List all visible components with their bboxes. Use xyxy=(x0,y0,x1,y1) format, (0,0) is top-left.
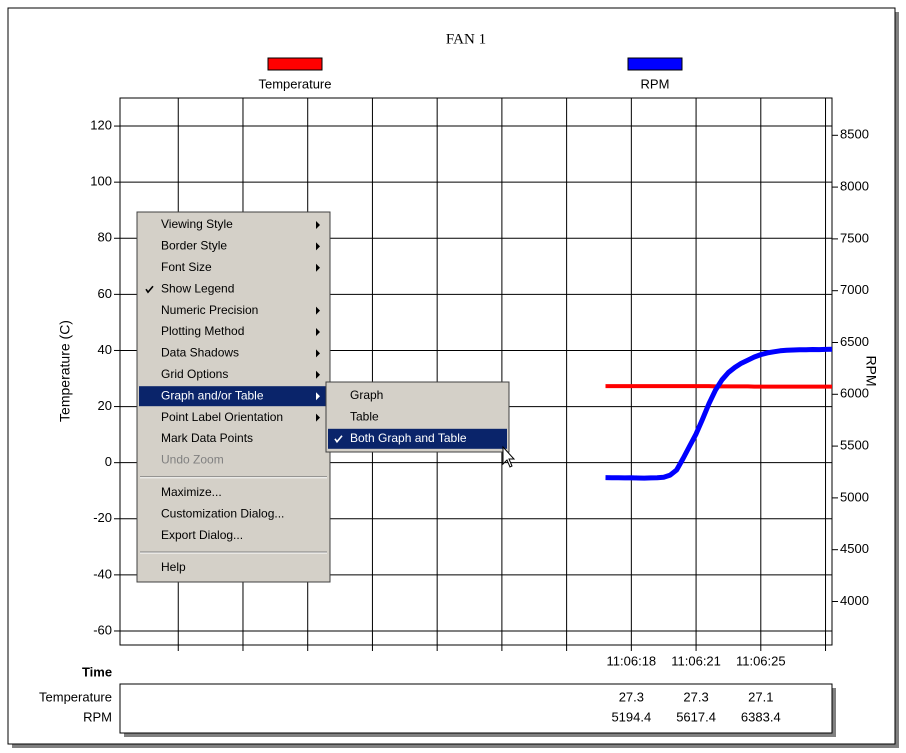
menu-item[interactable]: Numeric Precision xyxy=(161,303,258,317)
menu-item[interactable]: Data Shadows xyxy=(161,346,239,360)
menu-item[interactable]: Help xyxy=(161,560,186,574)
table-cell: 27.3 xyxy=(619,689,644,704)
y2-tick-label: 4500 xyxy=(840,541,869,556)
menu-item: Undo Zoom xyxy=(161,453,224,467)
table-box xyxy=(119,683,833,734)
x-tick-label: 11:06:18 xyxy=(607,653,657,668)
y2-tick-label: 5500 xyxy=(840,438,869,453)
submenu-arrow xyxy=(316,242,320,251)
table-cell: 27.3 xyxy=(683,689,708,704)
legend-label: Temperature xyxy=(259,76,332,91)
x-axis-label: Time xyxy=(82,664,112,679)
menu-item[interactable]: Customization Dialog... xyxy=(161,506,284,520)
y-tick-label: 100 xyxy=(90,174,112,189)
check-mark xyxy=(145,285,154,294)
legend-swatch xyxy=(267,57,323,71)
y2-tick-label: 4000 xyxy=(840,593,869,608)
y-tick-label: 60 xyxy=(98,286,112,301)
y-tick-label: 80 xyxy=(98,230,112,245)
legend-swatch xyxy=(627,57,683,71)
table-cell: 27.1 xyxy=(748,689,773,704)
check-mark xyxy=(334,435,343,444)
menu-item[interactable]: Export Dialog... xyxy=(161,528,243,542)
menu-item[interactable]: Graph xyxy=(350,388,383,402)
y2-axis-label: RPM xyxy=(863,355,879,386)
submenu-arrow xyxy=(316,349,320,358)
x-tick-label: 11:06:21 xyxy=(671,653,721,668)
menu-item[interactable]: Table xyxy=(350,410,379,424)
menu-item[interactable]: Border Style xyxy=(161,239,227,253)
menu-item[interactable]: Plotting Method xyxy=(161,324,244,338)
table-cell: 5617.4 xyxy=(676,709,716,724)
table-cell: 6383.4 xyxy=(741,709,781,724)
y-tick-label: 20 xyxy=(98,398,112,413)
submenu-arrow xyxy=(316,263,320,272)
menu-item[interactable]: Show Legend xyxy=(161,281,234,295)
mouse-cursor xyxy=(502,445,516,468)
y-tick-label: -60 xyxy=(93,622,112,637)
y2-tick-label: 6500 xyxy=(840,334,869,349)
x-tick-label: 11:06:25 xyxy=(736,653,786,668)
table-cell: 5194.4 xyxy=(611,709,651,724)
menu-item[interactable]: Graph and/or Table xyxy=(161,388,264,402)
menu-item[interactable]: Grid Options xyxy=(161,367,228,381)
submenu-arrow xyxy=(316,370,320,379)
menu-highlight xyxy=(328,428,507,449)
menu-item[interactable]: Viewing Style xyxy=(161,217,233,231)
chart-title: FAN 1 xyxy=(446,31,486,47)
submenu-arrow xyxy=(316,306,320,315)
menu-item[interactable]: Maximize... xyxy=(161,485,222,499)
y-axis-label: Temperature (C) xyxy=(57,320,73,422)
y2-tick-label: 5000 xyxy=(840,489,869,504)
y2-tick-label: 7500 xyxy=(840,230,869,245)
submenu-arrow xyxy=(316,328,320,336)
row-label: Temperature xyxy=(39,689,112,704)
submenu-arrow xyxy=(316,221,320,229)
y2-tick-label: 8500 xyxy=(840,127,869,142)
y-tick-label: -20 xyxy=(93,510,112,525)
y-tick-label: 0 xyxy=(105,454,112,469)
row-label: RPM xyxy=(83,709,112,724)
legend-label: RPM xyxy=(641,76,670,91)
y2-tick-label: 6000 xyxy=(840,386,869,401)
y-tick-label: 40 xyxy=(98,342,112,357)
menu-item[interactable]: Point Label Orientation xyxy=(161,410,283,424)
submenu-arrow xyxy=(316,413,320,422)
submenu-arrow xyxy=(316,392,320,401)
menu-highlight xyxy=(139,386,328,407)
y-tick-label: -40 xyxy=(93,566,112,581)
y2-tick-label: 8000 xyxy=(840,179,869,194)
plot: -60 -40 -20 0 20 40 60 80 100 120 4000 4500 5000 5500… xyxy=(39,57,869,724)
menu-item[interactable]: Mark Data Points xyxy=(161,431,253,445)
context-menu[interactable]: Viewing Style Border Style Font Size Show L… xyxy=(136,211,331,583)
menu-item[interactable]: Font Size xyxy=(161,260,212,274)
menu-item[interactable]: Both Graph and Table xyxy=(350,431,467,445)
data-line xyxy=(605,346,833,481)
y-tick-label: 120 xyxy=(90,117,112,132)
y2-tick-label: 7000 xyxy=(840,282,869,297)
submenu[interactable]: Graph Table Both Graph and Table xyxy=(325,381,510,453)
